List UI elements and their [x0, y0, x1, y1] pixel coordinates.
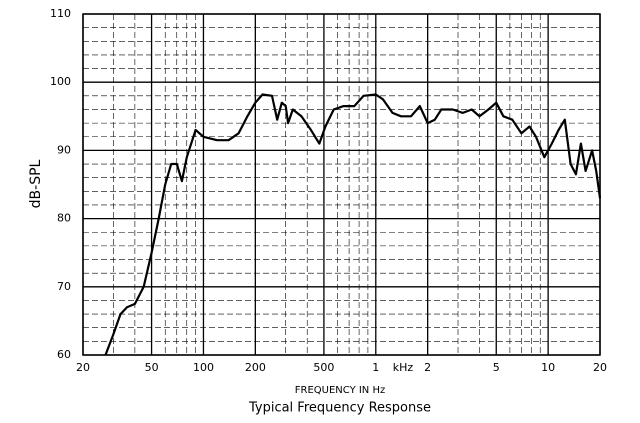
x-tick-label: 1: [372, 361, 379, 374]
y-tick-label: 70: [57, 280, 71, 293]
y-tick-label: 60: [57, 348, 71, 361]
plot-frame: [82, 13, 601, 356]
x-axis-label: FREQUENCY IN Hz: [295, 385, 385, 396]
x-tick-label: 10: [541, 361, 555, 374]
x-tick-label: 2: [424, 361, 431, 374]
y-tick-label: 90: [57, 143, 71, 156]
chart-title: Typical Frequency Response: [248, 401, 431, 416]
x-tick-label: 20: [593, 361, 607, 374]
x-tick-label: 20: [76, 361, 90, 374]
x-tick-label: 100: [193, 361, 214, 374]
annotation: kHz: [393, 361, 414, 374]
x-tick-label: 5: [493, 361, 500, 374]
response-line: [104, 93, 602, 356]
x-tick-label: 200: [245, 361, 266, 374]
y-tick-label: 110: [50, 7, 71, 20]
y-axis-label: dB-SPL: [28, 159, 44, 208]
x-tick-label: 500: [313, 361, 334, 374]
x-tick-label: 50: [145, 361, 159, 374]
y-tick-label: 100: [50, 75, 71, 88]
y-tick-label: 80: [57, 212, 71, 225]
